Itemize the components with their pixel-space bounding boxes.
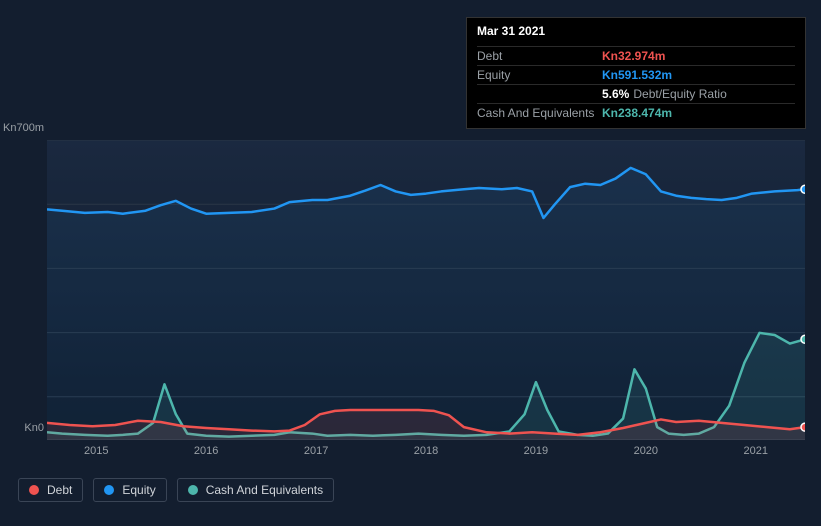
legend-dot-icon — [188, 485, 198, 495]
tooltip-label: Cash And Equivalents — [477, 106, 602, 120]
y-axis-label-min: Kn0 — [0, 422, 44, 434]
legend-item[interactable]: Equity — [93, 478, 166, 502]
tooltip-date: Mar 31 2021 — [477, 24, 795, 42]
tooltip-suffix: Debt/Equity Ratio — [633, 87, 726, 101]
tooltip-row: DebtKn32.974m — [477, 46, 795, 65]
chart-tooltip: Mar 31 2021 DebtKn32.974mEquityKn591.532… — [466, 17, 806, 129]
tooltip-value: 5.6% — [602, 87, 629, 101]
legend-dot-icon — [104, 485, 114, 495]
tooltip-row: 5.6% Debt/Equity Ratio — [477, 84, 795, 103]
x-axis-tick: 2015 — [84, 445, 108, 457]
legend-label: Debt — [47, 483, 72, 497]
legend-dot-icon — [29, 485, 39, 495]
tooltip-value: Kn32.974m — [602, 49, 665, 63]
chart-plot-area[interactable] — [47, 140, 805, 440]
y-axis-label-max: Kn700m — [0, 122, 44, 134]
tooltip-row: EquityKn591.532m — [477, 65, 795, 84]
tooltip-row: Cash And EquivalentsKn238.474m — [477, 103, 795, 122]
tooltip-label: Equity — [477, 68, 602, 82]
legend-item[interactable]: Cash And Equivalents — [177, 478, 334, 502]
x-axis-tick: 2016 — [194, 445, 218, 457]
x-axis-tick: 2018 — [414, 445, 438, 457]
legend-label: Equity — [122, 483, 155, 497]
x-axis-tick: 2021 — [743, 445, 767, 457]
tooltip-value: Kn591.532m — [602, 68, 672, 82]
legend-item[interactable]: Debt — [18, 478, 83, 502]
tooltip-label: Debt — [477, 49, 602, 63]
tooltip-value: Kn238.474m — [602, 106, 672, 120]
x-axis-tick: 2019 — [524, 445, 548, 457]
x-axis-tick: 2017 — [304, 445, 328, 457]
legend-label: Cash And Equivalents — [206, 483, 323, 497]
chart-legend: Debt Equity Cash And Equivalents — [18, 478, 334, 502]
x-axis: 2015 2016 2017 2018 2019 2020 2021 — [47, 445, 805, 465]
x-axis-tick: 2020 — [634, 445, 658, 457]
tooltip-label — [477, 87, 602, 101]
